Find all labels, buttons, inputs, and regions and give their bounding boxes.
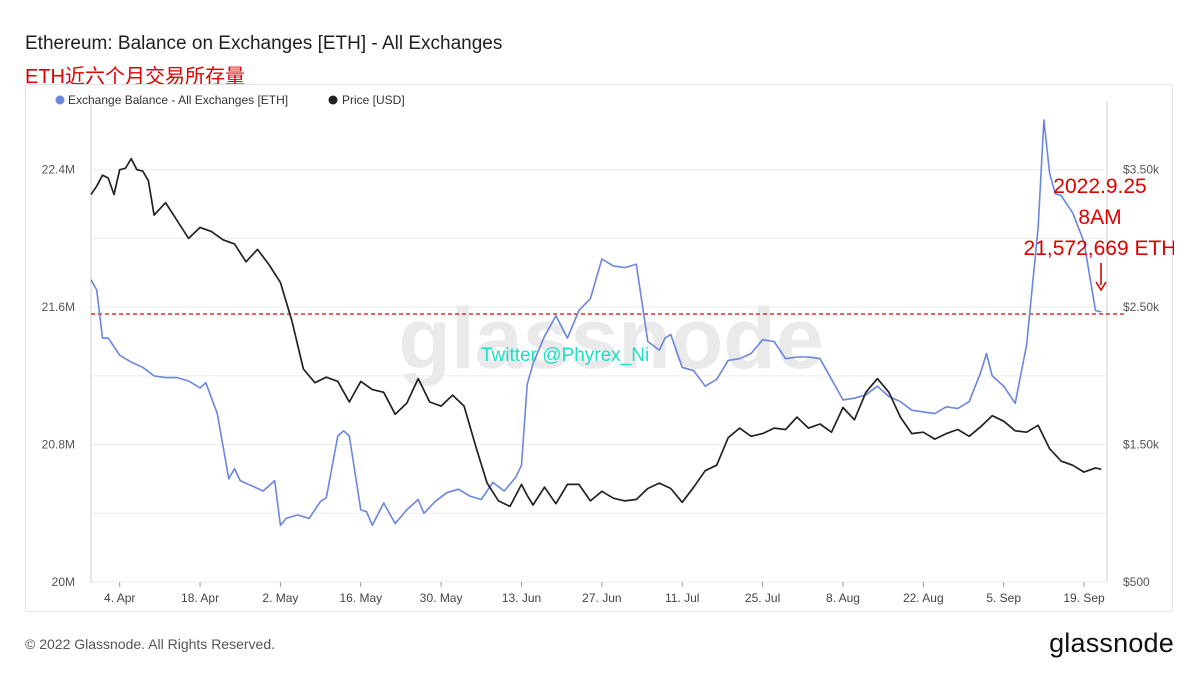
- glassnode-logo[interactable]: glassnode: [1049, 628, 1174, 658]
- left-axis-tick-label: 20M: [52, 575, 75, 589]
- right-axis-tick-label: $500: [1123, 575, 1150, 589]
- right-axis-ticks: $500 $1.50k $2.50k $3.50k: [1123, 163, 1160, 589]
- chart-title: Ethereum: Balance on Exchanges [ETH] - A…: [25, 33, 503, 54]
- left-axis-tick-label: 22.4M: [42, 163, 75, 177]
- legend: Exchange Balance - All Exchanges [ETH] P…: [55, 93, 405, 107]
- right-axis-tick-label: $2.50k: [1123, 300, 1160, 314]
- annotation-arrow-head-icon: [1095, 281, 1107, 292]
- x-axis-ticks: 4. Apr 18. Apr 2. May 16. May 30. May 13. Jun…: [104, 582, 1105, 605]
- series-line-exchange-balance: [90, 119, 1102, 527]
- x-axis-tick-label: 5. Sep: [986, 591, 1021, 605]
- legend-label-price: Price [USD]: [342, 93, 405, 107]
- x-axis-tick-label: 30. May: [420, 591, 463, 605]
- annotation-time: 8AM: [1078, 206, 1121, 229]
- x-axis-tick-label: 27. Jun: [582, 591, 621, 605]
- legend-label-balance: Exchange Balance - All Exchanges [ETH]: [68, 93, 288, 107]
- x-axis-tick-label: 19. Sep: [1063, 591, 1105, 605]
- x-axis-tick-label: 4. Apr: [104, 591, 135, 605]
- twitter-tag: Twitter @Phyrex_Ni: [481, 345, 649, 366]
- x-axis-tick-label: 8. Aug: [826, 591, 860, 605]
- right-axis-tick-label: $3.50k: [1123, 163, 1160, 177]
- legend-marker-balance: [55, 95, 65, 105]
- balance-annotation: 2022.9.25 8AM 21,572,669 ETH: [1024, 175, 1174, 292]
- x-axis-tick-label: 22. Aug: [903, 591, 944, 605]
- x-axis-tick-label: 16. May: [339, 591, 382, 605]
- chart-subtitle: ETH近六个月交易所存量: [25, 66, 245, 88]
- left-axis-tick-label: 21.6M: [42, 300, 75, 314]
- x-axis-tick-label: 11. Jul: [665, 591, 699, 605]
- legend-item-price[interactable]: Price [USD]: [328, 93, 405, 107]
- x-axis-tick-label: 2. May: [262, 591, 298, 605]
- x-axis-tick-label: 25. Jul: [745, 591, 780, 605]
- annotation-value: 21,572,669 ETH: [1024, 237, 1174, 260]
- left-axis-tick-label: 20.8M: [42, 438, 75, 452]
- x-axis-tick-label: 13. Jun: [502, 591, 541, 605]
- grid-lines: [90, 101, 1108, 583]
- legend-marker-price: [328, 95, 338, 105]
- x-axis-tick-label: 18. Apr: [181, 591, 219, 605]
- left-axis-ticks: 20M 20.8M 21.6M 22.4M: [42, 163, 75, 589]
- copyright-text: © 2022 Glassnode. All Rights Reserved.: [25, 636, 276, 652]
- right-axis-tick-label: $1.50k: [1123, 438, 1160, 452]
- annotation-date: 2022.9.25: [1053, 175, 1146, 198]
- legend-item-balance[interactable]: Exchange Balance - All Exchanges [ETH]: [55, 93, 289, 107]
- watermark: glassnode: [398, 291, 823, 387]
- series-line-price: [90, 157, 1102, 508]
- chart-panel: glassnode 20M 20.8M 21.6M 22.4M $500 $1.50k $…: [25, 84, 1174, 612]
